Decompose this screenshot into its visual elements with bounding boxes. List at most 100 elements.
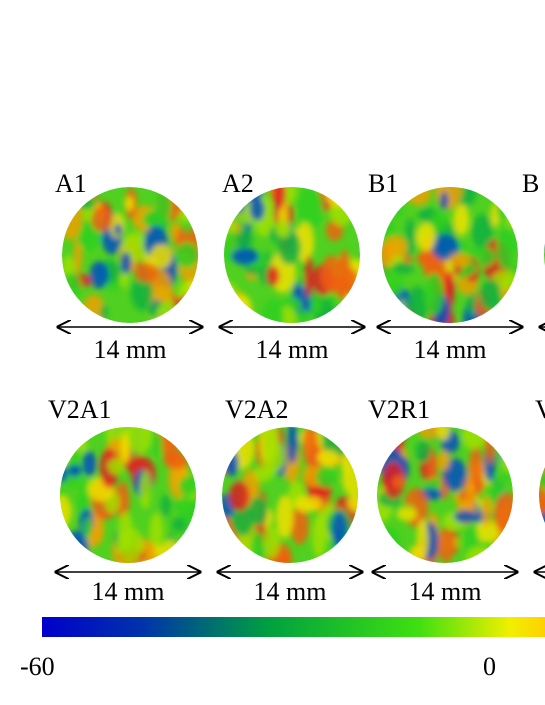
heatmap-blob	[276, 495, 294, 539]
heatmap-blob	[544, 275, 545, 308]
heatmap	[544, 187, 545, 323]
heatmap-blob	[539, 525, 545, 547]
heatmap-blob	[439, 191, 449, 210]
heatmap-blob	[253, 466, 274, 482]
heatmap-blob	[539, 470, 545, 490]
heatmap-blob	[174, 242, 198, 268]
heatmap-blob	[82, 451, 97, 477]
heatmap-blob	[290, 506, 310, 545]
heatmap-blob	[178, 475, 196, 496]
heatmap-blob	[127, 427, 152, 455]
heatmap-blob	[222, 531, 230, 563]
sample-label: B1	[368, 169, 398, 198]
heatmap-blob	[229, 480, 250, 512]
heatmap-blob	[436, 427, 450, 441]
heatmap-blob	[114, 223, 123, 236]
heatmap-blob	[415, 440, 431, 464]
heatmap-blob	[396, 299, 407, 323]
heatmap-blob	[343, 293, 354, 323]
heatmap-blob	[434, 187, 463, 210]
heatmap-blob	[90, 511, 105, 545]
heatmap-blob	[60, 427, 77, 451]
heatmap-blob	[183, 499, 196, 536]
heatmap-blob	[62, 287, 71, 323]
heatmap-blob	[416, 222, 436, 252]
heatmap-blob	[539, 512, 545, 545]
heatmap-blob	[120, 251, 132, 275]
heatmap-blob	[187, 427, 196, 452]
sample-label: V2R1	[368, 395, 430, 424]
colorbar-label: 0	[483, 652, 496, 681]
heatmap	[62, 187, 198, 323]
heatmap-blob	[539, 488, 545, 519]
heatmap-blob	[493, 187, 503, 206]
heatmap-blob	[120, 432, 130, 464]
heatmap-blob	[461, 427, 486, 450]
heatmap-blob	[304, 255, 314, 298]
heatmap-blob	[315, 465, 337, 488]
heatmap-blob	[377, 542, 394, 563]
heatmap-blob	[337, 537, 356, 563]
heatmap-blob	[404, 218, 416, 258]
heatmap-blob	[496, 542, 505, 563]
heatmap-blob	[60, 534, 67, 560]
heatmap-blob	[156, 187, 172, 222]
heatmap-blob	[316, 449, 340, 467]
heatmap-blob	[249, 198, 265, 221]
heatmap-blobs	[382, 187, 518, 323]
heatmap-blob	[430, 212, 449, 231]
heatmap-blob	[464, 484, 474, 515]
heatmap-blob	[69, 439, 81, 457]
heatmap-blob	[496, 427, 513, 453]
heatmap-blob	[453, 204, 470, 236]
heatmap-blob	[287, 427, 298, 464]
heatmap-blob	[407, 285, 428, 323]
heatmap-blob	[130, 274, 154, 311]
colorbar-label: -60	[20, 652, 55, 681]
heatmap-blob	[442, 458, 467, 492]
heatmap-blob	[492, 531, 513, 563]
heatmap-blob	[277, 229, 302, 266]
heatmap-blob	[448, 252, 471, 268]
heatmap	[222, 427, 358, 563]
heatmap-blob	[342, 462, 358, 496]
scale-label: 14 mm	[92, 577, 165, 606]
heatmap-blob	[312, 514, 327, 559]
heatmap-blob	[262, 526, 280, 558]
heatmap-blob	[330, 187, 354, 205]
heatmap-blob	[115, 481, 130, 521]
heatmap-blob	[496, 187, 510, 224]
heatmap-blob	[272, 187, 286, 210]
heatmap-blobs	[222, 427, 358, 563]
scale-label: 14 mm	[254, 577, 327, 606]
heatmap-blob	[75, 196, 97, 210]
heatmap-blob	[391, 203, 404, 218]
scale-label: 14 mm	[256, 335, 329, 364]
heatmap-blob	[382, 203, 388, 230]
heatmap-blob	[176, 294, 198, 316]
heatmap-blob	[167, 427, 187, 442]
heatmap-blob	[149, 512, 164, 550]
heatmap-blob	[471, 213, 494, 250]
heatmap-blob	[160, 494, 171, 517]
heatmap-blob	[424, 272, 444, 316]
heatmap-blob	[262, 427, 280, 466]
heatmap-blob	[99, 304, 108, 321]
heatmap	[539, 427, 545, 563]
heatmap	[382, 187, 518, 323]
heatmap-blob	[231, 247, 259, 265]
heatmap-blobs	[377, 427, 513, 563]
sample-label: A2	[222, 169, 254, 198]
heatmap-blob	[384, 235, 408, 257]
heatmap-blob	[261, 298, 285, 323]
heatmap-blob	[107, 458, 125, 475]
heatmap-blob	[296, 309, 311, 323]
colorbar	[42, 617, 545, 637]
heatmap-blob	[224, 280, 240, 318]
heatmap-blob	[190, 526, 196, 559]
heatmap-blob	[504, 189, 518, 229]
heatmap-blob	[484, 427, 496, 464]
heatmap-blob	[124, 196, 134, 211]
